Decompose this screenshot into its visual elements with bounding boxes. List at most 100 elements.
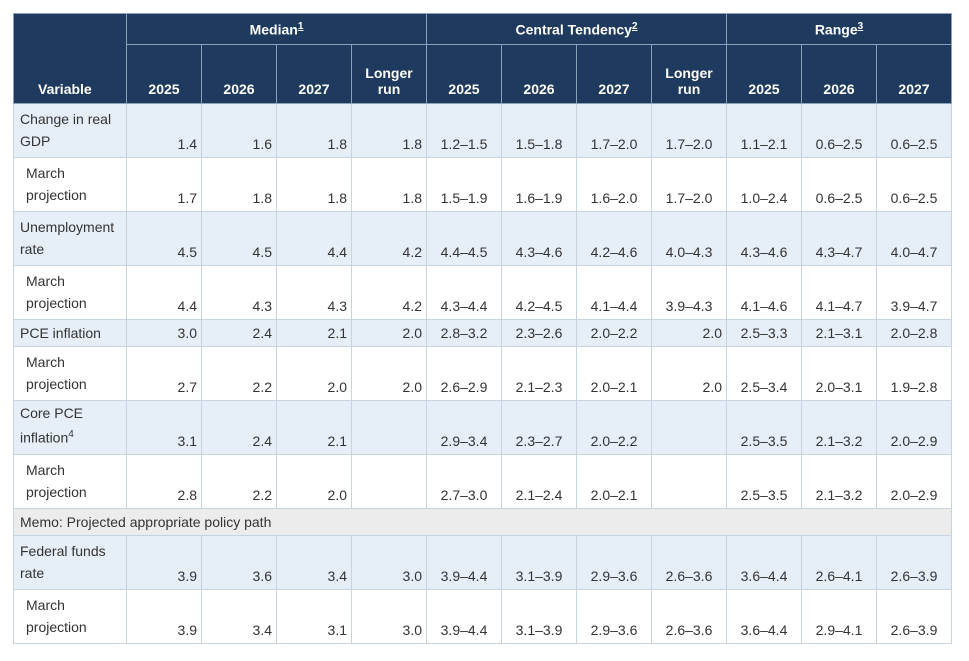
table-cell: 3.0 <box>126 319 202 347</box>
table-body: Change in real GDP 1.4 1.6 1.8 1.8 1.2–1.5 1.5… <box>13 103 952 644</box>
row-label: Federal funds rate <box>13 535 127 590</box>
table-cell: 2.9–4.1 <box>801 589 877 644</box>
table-cell: 1.8 <box>351 157 427 212</box>
table-cell: 1.1–2.1 <box>726 103 802 158</box>
table-cell: 1.8 <box>276 103 352 158</box>
group-header: Range3 <box>726 13 952 45</box>
table-cell <box>651 400 727 455</box>
footnote-ref: 2 <box>631 20 638 32</box>
table-cell: 1.6–2.0 <box>576 157 652 212</box>
table-cell: 2.1 <box>276 319 352 347</box>
table-cell: 1.0–2.4 <box>726 157 802 212</box>
footnote-ref: 1 <box>297 20 304 32</box>
table-cell: 4.3–4.6 <box>501 211 577 266</box>
column-header: 2027 <box>876 44 952 104</box>
table-cell: 2.1–2.4 <box>501 454 577 509</box>
table-cell: 1.8 <box>276 157 352 212</box>
column-header: 2025 <box>126 44 202 104</box>
table-cell: 2.8–3.2 <box>426 319 502 347</box>
column-header: 2026 <box>501 44 577 104</box>
table-cell: 4.3–4.7 <box>801 211 877 266</box>
table-cell: 4.1–4.7 <box>801 265 877 320</box>
table-cell: 0.6–2.5 <box>876 157 952 212</box>
row-label-text: March projection <box>26 597 87 635</box>
data-row: March projection 2.7 2.2 2.0 2.0 2.6–2.9 2.1–2… <box>13 346 952 401</box>
table-cell: 3.9–4.3 <box>651 265 727 320</box>
column-header: 2025 <box>726 44 802 104</box>
data-row: March projection 1.7 1.8 1.8 1.8 1.5–1.9 1.6–1… <box>13 157 952 212</box>
table-cell: 1.6 <box>201 103 277 158</box>
column-header: 2027 <box>276 44 352 104</box>
projections-table: Variable Median1 Central Tendency2 Range3 20… <box>13 13 952 644</box>
row-label-text: PCE inflation <box>20 325 101 341</box>
table-cell: 4.3 <box>201 265 277 320</box>
table-cell <box>651 454 727 509</box>
table-cell: 2.0–2.8 <box>876 319 952 347</box>
row-label: March projection <box>13 589 127 644</box>
row-label: Core PCE inflation4 <box>13 400 127 455</box>
table-cell: 2.7 <box>126 346 202 401</box>
row-label-text: Unemployment rate <box>20 219 115 257</box>
table-cell: 3.9–4.7 <box>876 265 952 320</box>
table-cell: 2.6–3.6 <box>651 535 727 590</box>
column-header: 2025 <box>426 44 502 104</box>
row-label: March projection <box>13 157 127 212</box>
table-cell: 4.3 <box>276 265 352 320</box>
table-cell: 2.1–2.3 <box>501 346 577 401</box>
row-label-text: March projection <box>26 462 87 500</box>
table-cell: 4.4–4.5 <box>426 211 502 266</box>
memo-text: Memo: Projected appropriate policy path <box>13 508 952 536</box>
table-cell <box>351 400 427 455</box>
table-cell: 2.0 <box>276 454 352 509</box>
table-cell: 2.2 <box>201 454 277 509</box>
table-cell: 2.6–3.9 <box>876 589 952 644</box>
column-header: 2026 <box>201 44 277 104</box>
data-row: Federal funds rate 3.9 3.6 3.4 3.0 3.9–4.4 3.1… <box>13 535 952 590</box>
table-cell: 2.3–2.7 <box>501 400 577 455</box>
memo-row: Memo: Projected appropriate policy path <box>13 508 952 536</box>
row-label-text: March projection <box>26 273 87 311</box>
table-cell: 0.6–2.5 <box>801 157 877 212</box>
data-row: Change in real GDP 1.4 1.6 1.8 1.8 1.2–1.5 1.5… <box>13 103 952 158</box>
table-cell: 4.2–4.5 <box>501 265 577 320</box>
group-label: Range <box>814 21 858 38</box>
group-header: Median1 <box>126 13 427 45</box>
row-label-text: March projection <box>26 165 87 203</box>
table-cell: 2.0–2.2 <box>576 400 652 455</box>
table-cell: 2.5–3.4 <box>726 346 802 401</box>
table-cell: 3.9–4.4 <box>426 589 502 644</box>
table-cell: 3.9 <box>126 589 202 644</box>
table-cell: 1.7–2.0 <box>651 103 727 158</box>
group-header: Central Tendency2 <box>426 13 727 45</box>
data-row: March projection 3.9 3.4 3.1 3.0 3.9–4.4 3.1–3… <box>13 589 952 644</box>
table-cell: 3.0 <box>351 535 427 590</box>
table-cell: 4.3–4.6 <box>726 211 802 266</box>
table-cell: 3.1 <box>126 400 202 455</box>
table-cell: 2.5–3.5 <box>726 454 802 509</box>
table-cell: 2.0–2.9 <box>876 400 952 455</box>
table-cell: 4.3–4.4 <box>426 265 502 320</box>
table-cell: 1.7 <box>126 157 202 212</box>
table-cell: 1.5–1.9 <box>426 157 502 212</box>
data-row: March projection 4.4 4.3 4.3 4.2 4.3–4.4 4.2–4… <box>13 265 952 320</box>
table-cell: 2.9–3.4 <box>426 400 502 455</box>
table-cell: 1.9–2.8 <box>876 346 952 401</box>
row-label-text: Core PCE inflation <box>20 405 84 446</box>
table-cell: 3.6–4.4 <box>726 535 802 590</box>
table-cell: 1.5–1.8 <box>501 103 577 158</box>
table-cell: 4.1–4.4 <box>576 265 652 320</box>
table-cell: 4.2–4.6 <box>576 211 652 266</box>
footnote-ref: 3 <box>857 20 864 32</box>
variable-header: Variable <box>13 13 127 104</box>
table-cell: 4.4 <box>126 265 202 320</box>
table-cell: 2.1–3.2 <box>801 454 877 509</box>
table-cell: 2.6–2.9 <box>426 346 502 401</box>
table-header: Variable Median1 Central Tendency2 Range3 20… <box>13 13 952 104</box>
table-cell: 2.0 <box>351 346 427 401</box>
table-cell: 1.7–2.0 <box>576 103 652 158</box>
table-cell: 2.0–2.9 <box>876 454 952 509</box>
table-cell: 1.2–1.5 <box>426 103 502 158</box>
row-label: March projection <box>13 265 127 320</box>
group-label: Central Tendency <box>515 21 632 38</box>
table-cell: 2.2 <box>201 346 277 401</box>
